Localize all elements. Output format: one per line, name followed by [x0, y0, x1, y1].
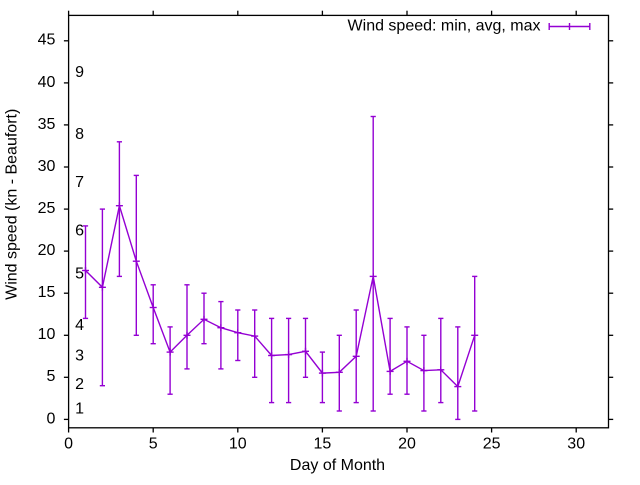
svg-text:Wind speed (kn - Beaufort): Wind speed (kn - Beaufort): [4, 109, 21, 300]
svg-text:30: 30: [567, 436, 585, 453]
svg-text:35: 35: [38, 116, 56, 133]
svg-text:6: 6: [75, 223, 84, 240]
svg-text:15: 15: [38, 284, 56, 301]
svg-text:40: 40: [38, 74, 56, 91]
svg-text:0: 0: [64, 436, 73, 453]
svg-text:20: 20: [38, 242, 56, 259]
svg-text:4: 4: [75, 317, 84, 334]
svg-text:5: 5: [149, 436, 158, 453]
svg-text:25: 25: [38, 200, 56, 217]
svg-text:10: 10: [38, 326, 56, 343]
svg-text:0: 0: [46, 410, 55, 427]
svg-text:1: 1: [75, 401, 84, 418]
svg-text:2: 2: [75, 376, 84, 393]
svg-text:10: 10: [229, 436, 247, 453]
svg-text:20: 20: [398, 436, 416, 453]
svg-text:Wind speed: min, avg, max: Wind speed: min, avg, max: [348, 18, 541, 35]
svg-text:3: 3: [75, 348, 84, 365]
svg-text:7: 7: [75, 174, 84, 191]
svg-text:5: 5: [46, 368, 55, 385]
svg-text:15: 15: [314, 436, 332, 453]
svg-text:45: 45: [38, 32, 56, 49]
svg-text:Day of Month: Day of Month: [290, 457, 385, 474]
svg-text:25: 25: [483, 436, 501, 453]
svg-text:30: 30: [38, 158, 56, 175]
svg-text:9: 9: [75, 64, 84, 81]
svg-text:8: 8: [75, 126, 84, 143]
svg-text:5: 5: [75, 266, 84, 283]
